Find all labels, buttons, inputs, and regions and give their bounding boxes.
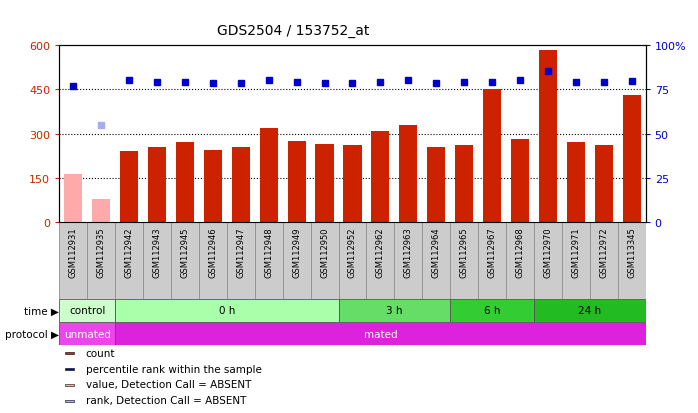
Bar xyxy=(59,223,87,299)
FancyBboxPatch shape xyxy=(65,400,73,402)
Text: value, Detection Call = ABSENT: value, Detection Call = ABSENT xyxy=(86,380,251,389)
Bar xyxy=(455,146,473,223)
Text: GDS2504 / 153752_at: GDS2504 / 153752_at xyxy=(217,24,369,38)
Text: GSM112952: GSM112952 xyxy=(348,227,357,277)
Text: GSM112965: GSM112965 xyxy=(460,227,468,277)
Bar xyxy=(204,150,222,223)
Bar xyxy=(315,145,334,223)
Text: GSM112962: GSM112962 xyxy=(376,227,385,277)
Text: time ▶: time ▶ xyxy=(24,306,59,316)
Bar xyxy=(87,223,115,299)
Bar xyxy=(311,223,339,299)
Bar xyxy=(143,223,171,299)
Text: 24 h: 24 h xyxy=(578,306,602,316)
Text: 0 h: 0 h xyxy=(218,306,235,316)
Bar xyxy=(623,96,641,223)
Bar xyxy=(399,125,417,223)
Bar xyxy=(92,199,110,223)
Bar xyxy=(562,223,590,299)
Bar xyxy=(339,223,366,299)
Bar xyxy=(227,223,255,299)
Text: GSM112947: GSM112947 xyxy=(237,227,245,277)
Text: GSM112931: GSM112931 xyxy=(69,227,77,277)
Text: GSM112948: GSM112948 xyxy=(265,227,273,277)
Bar xyxy=(343,146,362,223)
Text: rank, Detection Call = ABSENT: rank, Detection Call = ABSENT xyxy=(86,395,246,405)
Bar xyxy=(511,140,529,223)
Bar xyxy=(590,223,618,299)
Bar xyxy=(115,299,339,322)
Text: GSM112950: GSM112950 xyxy=(320,227,329,277)
Text: mated: mated xyxy=(364,329,397,339)
Bar xyxy=(59,299,115,322)
Text: GSM112942: GSM112942 xyxy=(125,227,133,277)
Bar xyxy=(288,142,306,223)
Text: GSM112967: GSM112967 xyxy=(488,227,496,278)
Text: 3 h: 3 h xyxy=(386,306,403,316)
Bar xyxy=(115,223,143,299)
FancyBboxPatch shape xyxy=(65,352,73,354)
Bar xyxy=(506,223,534,299)
Text: GSM112970: GSM112970 xyxy=(544,227,552,277)
Bar xyxy=(534,299,646,322)
Bar xyxy=(394,223,422,299)
Text: GSM112968: GSM112968 xyxy=(516,227,524,278)
Bar xyxy=(478,223,506,299)
Text: unmated: unmated xyxy=(64,329,111,339)
Text: percentile rank within the sample: percentile rank within the sample xyxy=(86,363,262,374)
Text: GSM112945: GSM112945 xyxy=(181,227,189,277)
Bar xyxy=(232,147,250,223)
Text: GSM112972: GSM112972 xyxy=(600,227,608,277)
Text: protocol ▶: protocol ▶ xyxy=(6,329,59,339)
Bar xyxy=(618,223,646,299)
Bar xyxy=(148,147,166,223)
Bar xyxy=(427,147,445,223)
Bar xyxy=(176,143,194,223)
Bar xyxy=(567,143,585,223)
Text: GSM112971: GSM112971 xyxy=(572,227,580,277)
Text: GSM112935: GSM112935 xyxy=(97,227,105,277)
Bar xyxy=(422,223,450,299)
Bar xyxy=(450,299,534,322)
Text: GSM112964: GSM112964 xyxy=(432,227,440,277)
Bar xyxy=(120,152,138,223)
FancyBboxPatch shape xyxy=(65,368,73,370)
Text: count: count xyxy=(86,348,115,358)
Text: control: control xyxy=(69,306,105,316)
Bar xyxy=(339,299,450,322)
Bar xyxy=(534,223,562,299)
Text: 6 h: 6 h xyxy=(484,306,500,316)
Bar xyxy=(59,322,115,346)
Bar xyxy=(371,131,389,223)
Text: GSM112946: GSM112946 xyxy=(209,227,217,277)
Bar xyxy=(539,51,557,223)
FancyBboxPatch shape xyxy=(65,384,73,386)
Bar xyxy=(366,223,394,299)
Text: GSM113345: GSM113345 xyxy=(628,227,636,278)
Text: GSM112963: GSM112963 xyxy=(404,227,413,278)
Bar xyxy=(255,223,283,299)
Bar xyxy=(64,174,82,223)
Bar xyxy=(595,146,613,223)
Text: GSM112943: GSM112943 xyxy=(153,227,161,277)
Bar xyxy=(199,223,227,299)
Bar xyxy=(283,223,311,299)
Text: GSM112949: GSM112949 xyxy=(292,227,301,277)
Bar xyxy=(260,128,278,223)
Bar xyxy=(450,223,478,299)
Bar xyxy=(171,223,199,299)
Bar xyxy=(483,90,501,223)
